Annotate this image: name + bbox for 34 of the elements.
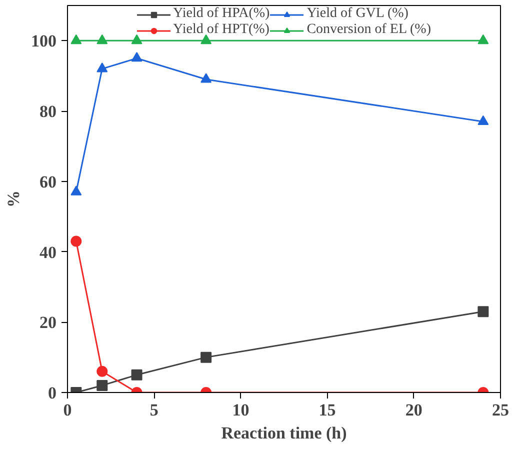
x-tick-label: 10	[232, 400, 250, 420]
y-tick-label: 100	[31, 32, 56, 51]
point	[70, 236, 82, 247]
x-axis-title: Reaction time (h)	[221, 424, 347, 442]
point	[96, 380, 108, 391]
y-tick-label: 80	[40, 102, 56, 122]
legend-label: Yield of GVL (%)	[306, 6, 408, 22]
legend-label: Yield of HPA(%)	[173, 6, 270, 22]
x-tick-label: 5	[150, 400, 158, 420]
point	[478, 306, 489, 318]
point	[478, 34, 489, 44]
point	[200, 352, 212, 363]
point	[200, 34, 212, 44]
x-tick-label: 0	[63, 400, 72, 420]
legend-label: Conversion of EL (%)	[306, 22, 431, 38]
point	[131, 52, 142, 62]
point	[96, 366, 108, 377]
point	[131, 369, 142, 380]
point	[70, 34, 82, 44]
y-tick-label: 60	[40, 172, 56, 192]
point	[200, 73, 212, 83]
x-tick-label: 25	[492, 400, 509, 420]
point	[96, 34, 108, 44]
y-tick-label: 20	[40, 313, 56, 332]
point	[131, 34, 142, 44]
legend-label: Yield of HPT(%)	[173, 22, 270, 38]
point	[96, 62, 108, 72]
point	[478, 115, 489, 125]
x-tick-label: 15	[318, 400, 336, 420]
point	[70, 186, 82, 196]
y-tick-label: 0	[48, 384, 56, 402]
y-axis-title: %	[4, 190, 23, 208]
x-tick-label: 20	[405, 400, 422, 420]
y-tick-label: 40	[40, 242, 56, 262]
